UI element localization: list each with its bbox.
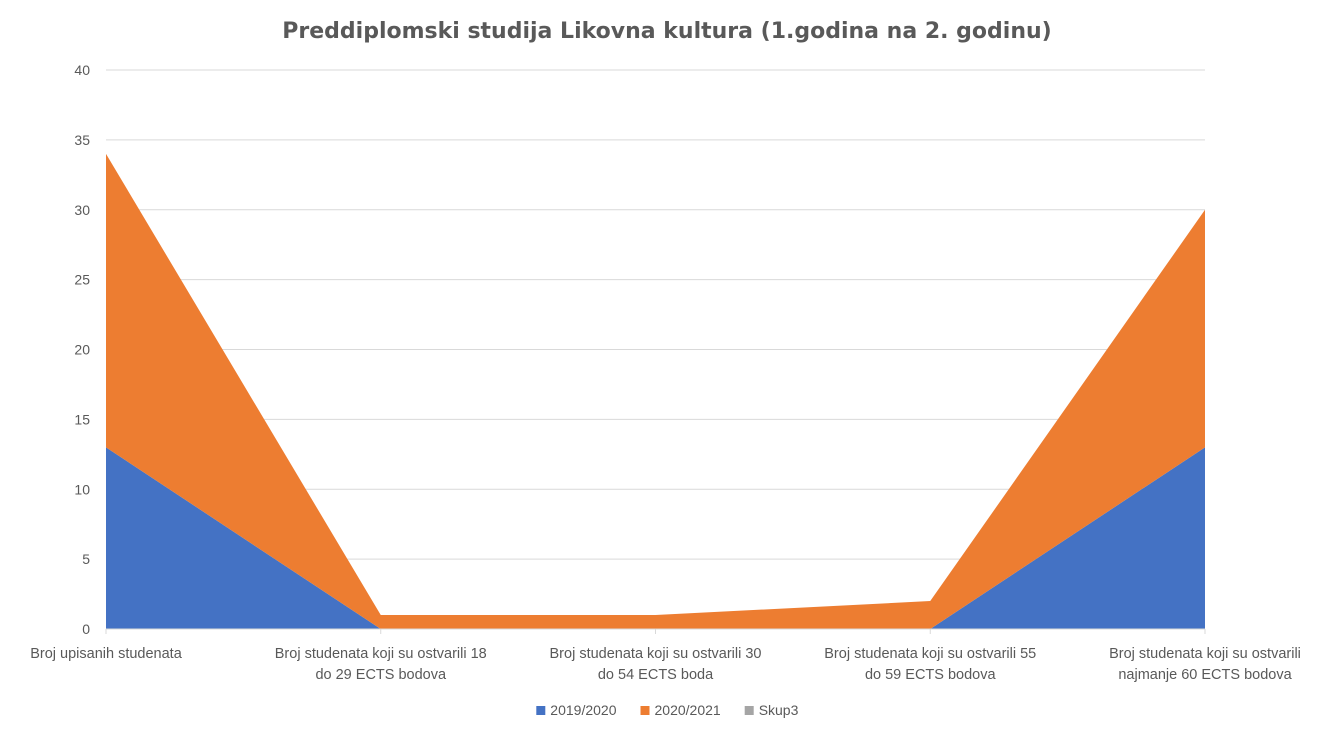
x-category-label: Broj upisanih studenata [30,646,182,662]
x-category-label-line: Broj studenata koji su ostvarili 30 [550,646,762,662]
x-category-label: Broj studenata koji su ostvarili 30 do 54… [550,646,762,683]
y-tick-label: 35 [74,132,90,148]
legend-label: 2020/2021 [655,702,721,718]
y-tick-label: 30 [74,202,90,218]
legend: 2019/2020 2020/2021 Skup3 [536,702,799,718]
x-category-label-line: najmanje 60 ECTS bodova [1118,667,1292,683]
x-category-label-line: Broj studenata koji su ostvarili [1109,646,1301,662]
legend-item: Skup3 [744,702,799,718]
legend-swatch [536,706,546,715]
y-tick-label: 5 [82,551,90,567]
chart-title: Preddiplomski studija Likovna kultura (1… [282,19,1051,44]
x-category-label-line: Broj studenata koji su ostvarili 18 [275,646,487,662]
y-tick-label: 15 [74,411,90,427]
legend-item: 2020/2021 [640,702,721,718]
x-category-label-line: Broj studenata koji su ostvarili 55 [824,646,1036,662]
y-tick-label: 20 [74,342,90,358]
y-tick-label: 40 [74,62,90,78]
x-category-label: Broj studenata koji su ostvarili 55 do 59… [824,646,1036,683]
plot-area [106,153,1205,629]
x-category-label-line: do 29 ECTS bodova [315,667,447,683]
x-category-label: Broj studenata koji su ostvarili 18 do 29… [275,646,487,683]
y-tick-label: 0 [82,621,90,637]
y-tick-label: 25 [74,272,90,288]
y-axis: 0 5 10 15 20 25 30 35 40 [74,62,90,637]
legend-swatch [744,706,754,715]
x-category-label-line: do 54 ECTS boda [598,667,714,683]
x-category-label: Broj studenata koji su ostvarili najmanje… [1109,646,1301,683]
legend-label: Skup3 [759,702,799,718]
x-category-label-line: do 59 ECTS bodova [865,667,997,683]
x-axis: Broj upisanih studenata Broj studenata ko… [30,628,1301,683]
legend-label: 2019/2020 [550,702,616,718]
y-tick-label: 10 [74,481,90,497]
area-series-2019-2020 [106,447,1205,629]
legend-item: 2019/2020 [536,702,617,718]
legend-swatch [640,706,650,715]
x-category-label-line: Broj upisanih studenata [30,646,182,662]
